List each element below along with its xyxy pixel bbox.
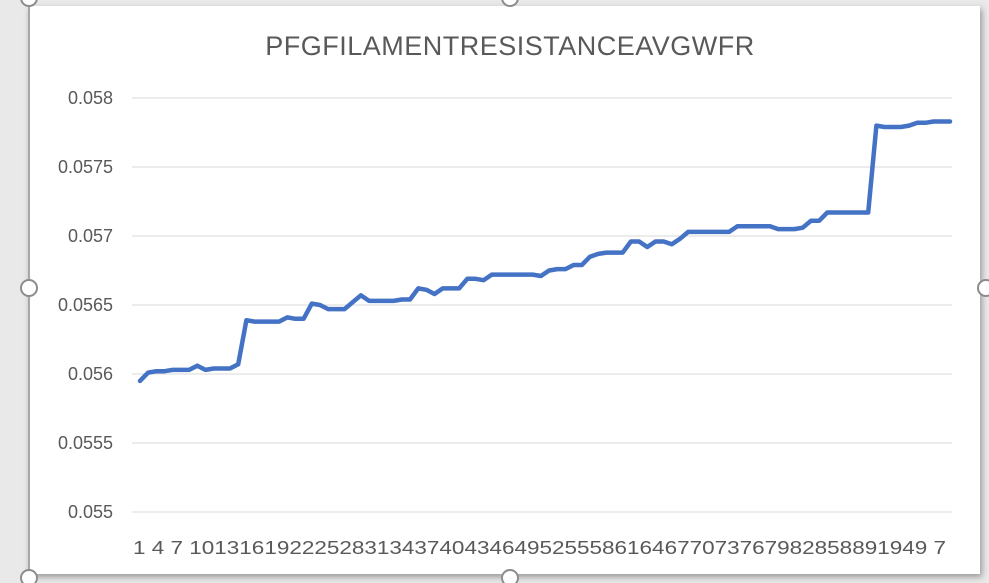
resize-handle-middle-left[interactable]	[20, 279, 38, 297]
resize-handle-bottom-center[interactable]	[501, 569, 519, 583]
selection-handles[interactable]	[20, 0, 989, 583]
y-axis-ticks: 0.055 0.0555 0.056 0.0565 0.057 0.0575 0.058	[58, 88, 113, 522]
resize-handle-middle-right[interactable]	[977, 279, 989, 297]
x-axis-ticks: 1 4 7 1013161922252831343740434649525558…	[133, 538, 946, 558]
series-line[interactable]	[137, 119, 953, 384]
gridlines	[132, 97, 952, 513]
x-tick-labels: 1 4 7 1013161922252831343740434649525558…	[133, 538, 946, 558]
series-group	[137, 119, 953, 384]
y-tick-label: 0.0555	[58, 433, 113, 453]
y-tick-label: 0.057	[68, 226, 113, 246]
y-tick-label: 0.058	[68, 88, 113, 108]
resize-handle-top-center[interactable]	[501, 0, 519, 7]
y-tick-label: 0.0565	[58, 295, 113, 315]
resize-handle-top-left[interactable]	[20, 0, 38, 7]
y-tick-label: 0.0575	[58, 157, 113, 177]
resize-handle-bottom-left[interactable]	[20, 569, 38, 583]
chart-area[interactable]	[28, 6, 980, 574]
y-tick-label: 0.055	[68, 502, 113, 522]
chart-title: PFGFILAMENTRESISTANCEAVGWFR	[265, 31, 755, 61]
y-tick-label: 0.056	[68, 364, 113, 384]
